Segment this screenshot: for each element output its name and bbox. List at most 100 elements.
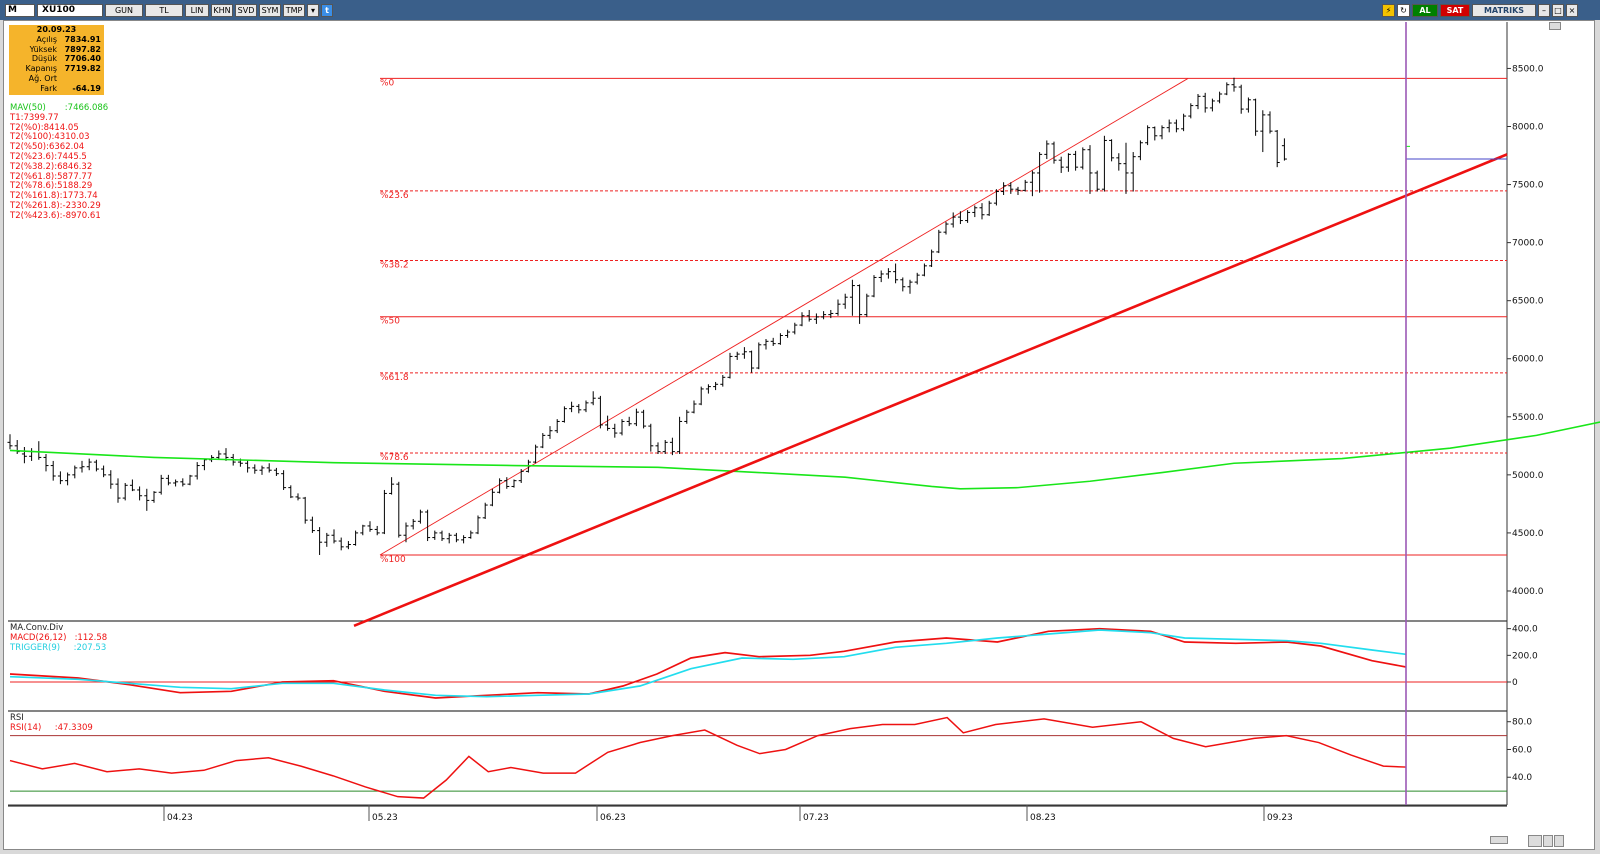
ohlc-bar <box>482 502 488 519</box>
x-tick-label: 09.23 <box>1267 813 1293 823</box>
ohlc-bars <box>7 77 1287 555</box>
ohlc-bar <box>1029 170 1035 197</box>
ohlc-bar <box>1260 110 1266 153</box>
sell-button[interactable]: SAT <box>1440 4 1470 17</box>
linear-scale-button[interactable]: LIN <box>185 4 209 17</box>
ohlc-bar <box>1051 141 1057 164</box>
legend-fib-23-6: T2(%23.6):7445.5 <box>10 151 87 162</box>
ohlc-bar <box>842 293 848 309</box>
fib-label: %50 <box>380 317 400 327</box>
ohlc-bar <box>979 203 985 220</box>
ohlc-bar <box>288 485 294 499</box>
ohlc-bar <box>1101 135 1107 192</box>
svd-button[interactable]: SVD <box>235 4 257 17</box>
restore-icon[interactable]: □ <box>1552 4 1564 17</box>
lightning-icon[interactable]: ⚡ <box>1382 4 1395 17</box>
currency-button[interactable]: TL <box>145 4 183 17</box>
ohlc-bar <box>122 482 128 501</box>
ohlc-bar <box>677 416 683 454</box>
ohlc-bar <box>1274 129 1280 168</box>
ohlc-bar <box>381 489 387 535</box>
khn-button[interactable]: KHN <box>211 4 233 17</box>
ohlc-bar <box>936 229 942 254</box>
ohlc-bar <box>547 426 553 439</box>
fib-label: %38.2 <box>380 260 409 270</box>
ohlc-bar <box>367 521 373 532</box>
ohlc-bar <box>461 535 467 544</box>
ohlc-bar <box>403 522 409 543</box>
ohlc-bar <box>1202 92 1208 113</box>
info-row-close: Kapanış 7719.82 <box>25 64 101 74</box>
scroll-right-icon[interactable] <box>1554 835 1564 847</box>
app-logo[interactable]: M <box>5 4 35 17</box>
ohlc-bar <box>1001 182 1007 196</box>
ohlc-bar <box>554 419 560 434</box>
ohlc-bar <box>749 350 755 373</box>
ohlc-bar <box>813 313 819 324</box>
horizontal-scrollbar-thumb[interactable] <box>1490 836 1508 844</box>
minimize-icon[interactable]: – <box>1538 4 1550 17</box>
ohlc-bar <box>950 212 956 228</box>
ohlc-bar <box>763 338 769 350</box>
ohlc-bar <box>727 352 733 379</box>
ohlc-bar <box>583 400 589 413</box>
ohlc-bar <box>756 342 762 370</box>
ohlc-bar <box>1281 138 1287 161</box>
toolbar-left: M XU100 GUN TL LIN KHN SVD SYM TMP ▾ t <box>5 4 333 17</box>
template-button[interactable]: TMP <box>283 4 305 17</box>
ohlc-bar <box>518 469 524 483</box>
ohlc-bar <box>576 404 582 414</box>
y-tick-label: 60.0 <box>1512 745 1532 755</box>
ohlc-bar <box>641 409 647 429</box>
ohlc-bar <box>1245 97 1251 113</box>
panel-frames <box>8 22 1508 807</box>
ohlc-bar <box>187 474 193 486</box>
ohlc-bar <box>79 460 85 473</box>
ohlc-bar <box>93 459 99 472</box>
sym-button[interactable]: SYM <box>259 4 281 17</box>
ohlc-bar <box>1159 125 1165 140</box>
ohlc-bar <box>137 486 143 501</box>
legend-fib-38-2: T2(%38.2):6846.32 <box>10 161 93 172</box>
ohlc-bar <box>317 527 323 555</box>
ohlc-bar <box>1238 84 1244 114</box>
legend-fib-423-6: T2(%423.6):-8970.61 <box>10 210 101 221</box>
ohlc-bar <box>569 401 575 413</box>
period-button[interactable]: GUN <box>105 4 143 17</box>
chevron-down-icon[interactable]: ▾ <box>307 4 319 17</box>
panel-restore-icon[interactable] <box>1549 22 1561 30</box>
ohlc-bar <box>590 391 596 406</box>
y-tick-label: 6000.0 <box>1512 355 1544 365</box>
y-tick-label: 200.0 <box>1512 651 1538 661</box>
ohlc-bar <box>72 465 78 479</box>
close-icon[interactable]: × <box>1566 4 1578 17</box>
refresh-icon[interactable]: ↻ <box>1397 4 1410 17</box>
ohlc-bar <box>1217 91 1223 104</box>
ohlc-bar <box>857 284 863 324</box>
ohlc-bar <box>691 400 697 414</box>
ohlc-bar <box>619 419 625 436</box>
ohlc-bar <box>1022 179 1028 192</box>
ohlc-bar <box>914 272 920 285</box>
x-tick-label: 06.23 <box>600 813 626 823</box>
info-date: 20.09.23 <box>36 25 77 34</box>
x-tick-label: 04.23 <box>167 813 193 823</box>
refresh-chart-icon[interactable] <box>1528 835 1542 847</box>
ohlc-bar <box>1015 186 1021 196</box>
legend-mav: MAV(50) :7466.086 <box>10 103 109 113</box>
ohlc-bar <box>7 434 13 450</box>
ohlc-bar <box>273 467 279 477</box>
ohlc-bar <box>907 279 913 294</box>
symbol-field[interactable]: XU100 <box>37 4 103 17</box>
scroll-left-icon[interactable] <box>1543 835 1553 847</box>
ohlc-bar <box>655 442 661 454</box>
ohlc-bar <box>785 329 791 338</box>
ohlc-bar <box>1123 142 1129 194</box>
buy-button[interactable]: AL <box>1412 4 1438 17</box>
ohlc-bar <box>108 470 114 489</box>
ohlc-bar <box>389 477 395 495</box>
y-tick-label: 4500.0 <box>1512 529 1544 539</box>
twitter-icon[interactable]: t <box>321 4 333 17</box>
moving-average-line <box>9 421 1600 490</box>
